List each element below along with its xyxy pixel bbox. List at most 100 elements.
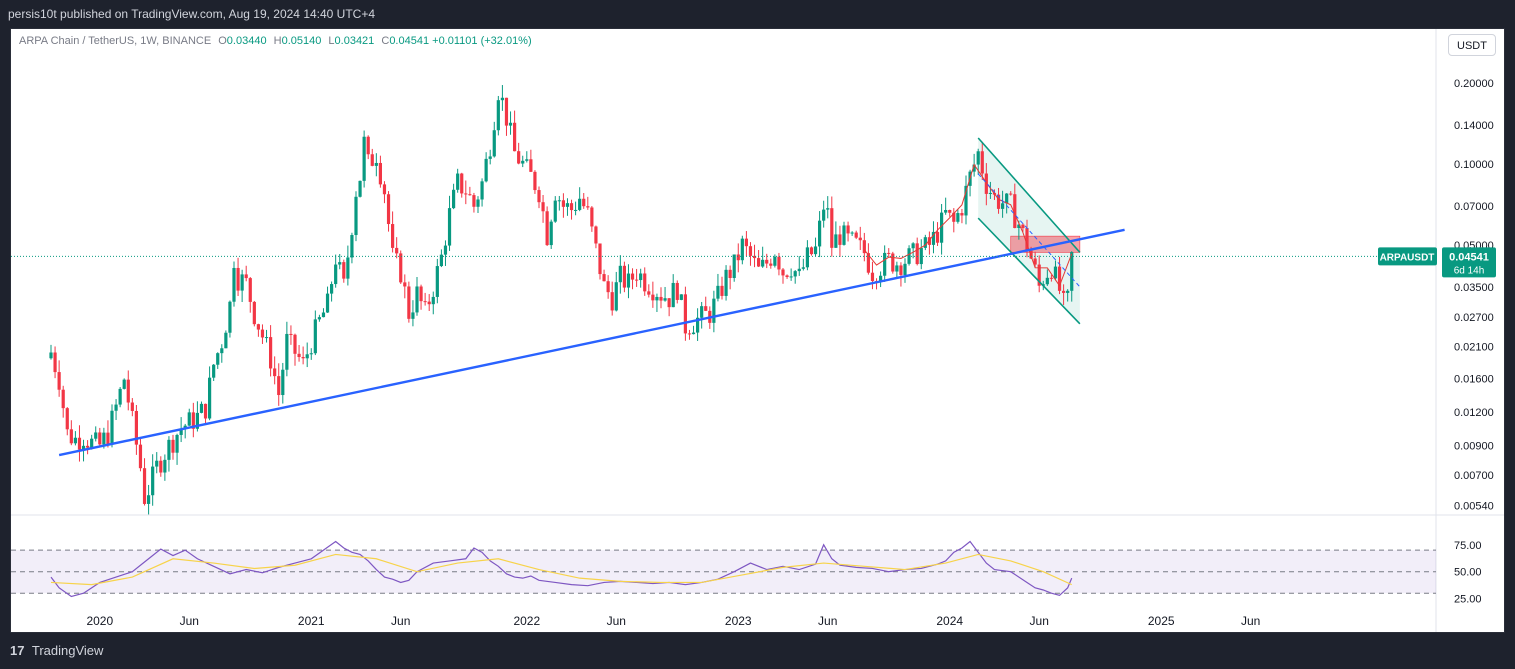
time-tick-label: Jun (391, 614, 410, 628)
time-tick-label: Jun (180, 614, 199, 628)
candle-body (675, 282, 679, 300)
price-tick-label: 0.01600 (1454, 373, 1494, 385)
candle-body (69, 429, 73, 444)
candle-body (964, 185, 968, 216)
candle-body (557, 200, 561, 202)
candle-body (273, 368, 277, 377)
candle-body (439, 254, 443, 267)
time-tick-label: Jun (607, 614, 626, 628)
price-tag-layer: ARPAUSDT 0.04541 6d 14h (1378, 247, 1496, 278)
candle-body (334, 264, 338, 285)
candle-body (635, 279, 639, 281)
candle-body (935, 231, 940, 243)
candle-body (256, 324, 260, 330)
candle-body (716, 285, 720, 299)
channel-lower-line[interactable] (977, 217, 1081, 325)
candle-body (870, 272, 875, 282)
candle-body (232, 267, 236, 302)
candle-body (651, 294, 655, 301)
candle-body (102, 432, 106, 445)
candle-body (183, 425, 187, 429)
resistance-zone[interactable] (1010, 235, 1081, 253)
chart-canvas[interactable]: 0.200000.140000.100000.070000.050000.035… (11, 29, 1505, 633)
time-tick-label: Jun (818, 614, 837, 628)
candle-body (81, 445, 86, 450)
candle-body (842, 225, 846, 245)
candle-body (789, 276, 793, 278)
legend-open-value: 0.03440 (226, 35, 267, 47)
price-tick-label: 0.00540 (1454, 500, 1494, 512)
candle-body (647, 291, 651, 295)
candle-body (818, 220, 822, 247)
candle-body (687, 333, 692, 335)
candle-body (138, 444, 143, 469)
candle-body (952, 212, 956, 222)
candle-body (403, 282, 407, 287)
candle-body (643, 273, 647, 292)
candle-body (484, 158, 488, 182)
candle-body (923, 237, 927, 248)
candle-body (565, 203, 570, 207)
candle-body (887, 252, 891, 254)
candle-body (879, 275, 883, 282)
candle-body (504, 97, 509, 126)
rsi-ma-line (50, 553, 1072, 586)
candle-body (435, 266, 439, 297)
candle-body (110, 410, 114, 445)
candle-body (53, 352, 57, 373)
candle-body (167, 439, 171, 460)
candle-body (809, 247, 814, 255)
candle-body (330, 284, 334, 294)
price-tick-label: 0.01200 (1454, 407, 1494, 419)
candle-body (427, 301, 431, 305)
candle-body (228, 301, 232, 333)
candle-body (1049, 277, 1053, 279)
candle-body (533, 171, 537, 191)
candle-body (574, 209, 578, 211)
candle-body (704, 306, 708, 311)
candle-body (431, 296, 435, 305)
rsi-pane: 75.00 50.00 25.00 (11, 540, 1482, 606)
candle-body (366, 136, 370, 155)
legend-high-value: 0.05140 (281, 35, 322, 47)
candle-body (513, 122, 517, 152)
candle-body (155, 460, 159, 467)
candle-body (696, 317, 700, 333)
price-tick-label: 0.02100 (1454, 342, 1494, 354)
price-tick-label: 0.00700 (1454, 470, 1494, 482)
legend-change: +0.01101 (+32.01%) (432, 35, 532, 47)
candle-body (260, 329, 265, 338)
candle-body (700, 306, 704, 318)
axis-layer: 0.200000.140000.100000.070000.050000.035… (86, 78, 1493, 628)
candle-body (891, 253, 895, 272)
candle-body (529, 159, 533, 172)
candle-body (378, 162, 382, 185)
candle-body (191, 412, 195, 429)
candle-body (220, 348, 224, 354)
candle-body (370, 154, 374, 166)
channel-upper-line[interactable] (977, 137, 1081, 253)
candle-body (456, 173, 460, 190)
candle-body (216, 353, 220, 365)
candle-body (826, 208, 830, 210)
time-tick-label: 2024 (936, 614, 963, 628)
candle-body (569, 203, 574, 211)
candle-body (931, 231, 936, 245)
candle-body (537, 190, 541, 203)
candle-body (582, 198, 586, 207)
candle-body (90, 438, 94, 448)
legend-symbol: ARPA Chain / TetherUS, 1W, BINANCE (19, 35, 212, 47)
candle-body (724, 269, 728, 296)
candle-body (541, 202, 545, 212)
candle-body (960, 213, 964, 216)
candle-body (663, 298, 667, 301)
currency-unit-button[interactable]: USDT (1448, 34, 1496, 56)
tradingview-logo-icon: 17 (10, 643, 25, 658)
support-trendline[interactable] (58, 228, 1125, 457)
candle-body (850, 232, 854, 234)
candle-body (1021, 224, 1025, 229)
candle-body (277, 376, 281, 396)
time-tick-label: 2023 (725, 614, 752, 628)
rsi-line (50, 540, 1073, 598)
candle-body (940, 212, 944, 243)
